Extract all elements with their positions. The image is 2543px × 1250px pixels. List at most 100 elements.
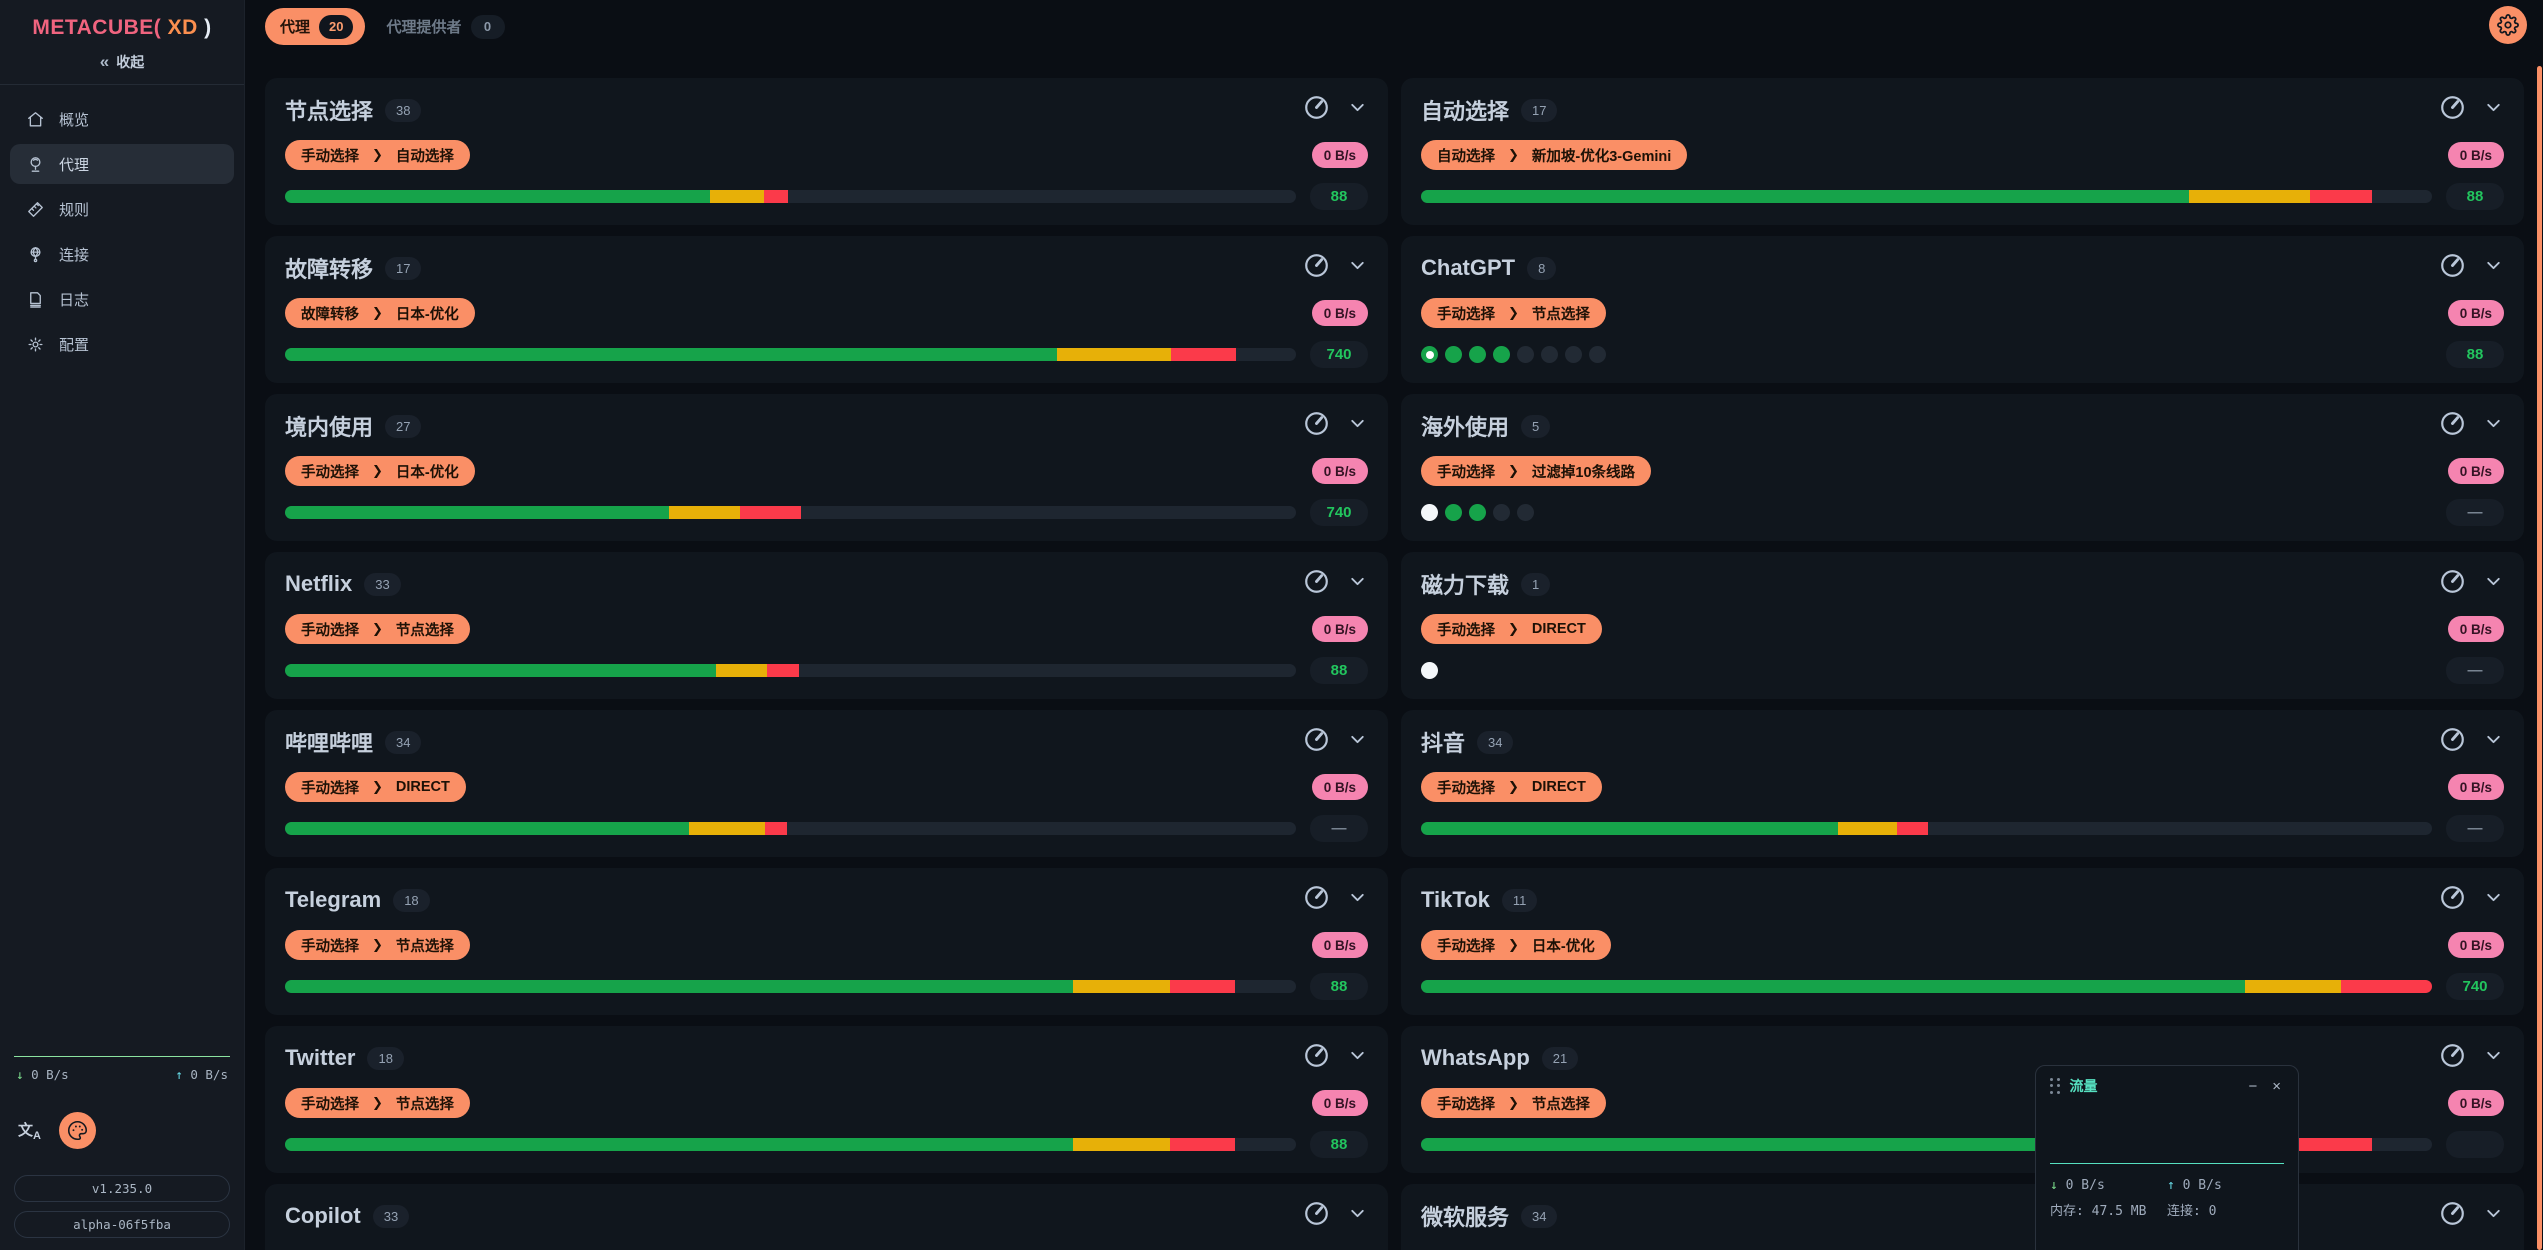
sidebar-footer: ↓ 0 B/s ↑ 0 B/s 文A v1.235.0 alpha-06f5fb… [0,1056,244,1250]
latency-test-button[interactable] [1302,409,1331,443]
settings-button[interactable] [2489,6,2527,44]
node-dot[interactable] [1517,346,1534,363]
sidebar-item-概览[interactable]: 概览 [10,99,234,139]
tab-代理提供者[interactable]: 代理提供者 0 [371,8,516,45]
node-dot[interactable] [1517,504,1534,521]
selector-pill[interactable]: 手动选择 ❯ 节点选择 [1421,1088,1606,1118]
group-count-badge: 17 [385,256,422,280]
sidebar-item-连接[interactable]: 连接 [10,234,234,274]
selector-pill[interactable]: 手动选择 ❯ 日本-优化 [1421,930,1611,960]
expand-button[interactable] [2483,729,2504,755]
latency-test-button[interactable] [1302,725,1331,759]
node-dot[interactable] [1589,346,1606,363]
sidebar-item-规则[interactable]: 规则 [10,189,234,229]
selector-pill[interactable]: 手动选择 ❯ 节点选择 [285,1088,470,1118]
scrollbar-thumb[interactable] [2537,66,2542,1250]
traffic-panel: 流量 − × ↓ 0 B/s ↑ 0 B/s 内存: 47.5 MB 连接: 0 [2035,1065,2299,1250]
latency-test-button[interactable] [2438,725,2467,759]
drag-handle-icon[interactable] [2050,1077,2061,1095]
node-dot[interactable] [1541,346,1558,363]
selector-pill[interactable]: 手动选择 ❯ 节点选择 [285,614,470,644]
node-dot[interactable] [1493,346,1510,363]
expand-button[interactable] [1347,255,1368,281]
node-dot[interactable] [1445,346,1462,363]
selector-pill[interactable]: 手动选择 ❯ 日本-优化 [285,456,475,486]
selector-pill[interactable]: 手动选择 ❯ DIRECT [285,772,466,802]
selector-pill[interactable]: 手动选择 ❯ 过滤掉10条线路 [1421,456,1652,486]
expand-button[interactable] [2483,571,2504,597]
selector-node: 过滤掉10条线路 [1531,464,1636,481]
expand-button[interactable] [1347,1203,1368,1229]
node-dot[interactable] [1421,346,1438,363]
selector-pill[interactable]: 自动选择 ❯ 新加坡-优化3-Gemini [1421,140,1688,170]
group-count-badge: 17 [1521,98,1558,122]
latency-test-button[interactable] [2438,409,2467,443]
node-dot[interactable] [1493,504,1510,521]
node-dot[interactable] [1469,504,1486,521]
sidebar-item-配置[interactable]: 配置 [10,324,234,364]
selector-pill[interactable]: 手动选择 ❯ 自动选择 [285,140,470,170]
node-dot[interactable] [1445,504,1462,521]
selector-pill[interactable]: 手动选择 ❯ 节点选择 [1421,298,1606,328]
node-dot[interactable] [1469,346,1486,363]
build-button[interactable]: alpha-06f5fba [14,1211,230,1238]
gauge-icon [2441,570,2464,593]
node-dot[interactable] [1421,662,1438,679]
selector-group: 手动选择 [1437,622,1495,639]
expand-button[interactable] [2483,255,2504,281]
selector-pill[interactable]: 手动选择 ❯ DIRECT [1421,614,1602,644]
latency-test-button[interactable] [2438,883,2467,917]
version-button[interactable]: v1.235.0 [14,1175,230,1202]
selector-pill[interactable]: 手动选择 ❯ 节点选择 [285,930,470,960]
latency-value: 740 [1310,341,1368,368]
expand-button[interactable] [2483,887,2504,913]
tab-代理[interactable]: 代理 20 [265,8,366,45]
logo-part-close: ) [197,16,212,39]
selector-pill[interactable]: 手动选择 ❯ DIRECT [1421,772,1602,802]
latency-test-button[interactable] [2438,1041,2467,1075]
latency-test-button[interactable] [2438,251,2467,285]
expand-button[interactable] [2483,1045,2504,1071]
bar-segment-red [1169,980,1236,993]
expand-button[interactable] [2483,413,2504,439]
latency-test-button[interactable] [1302,883,1331,917]
chevron-right-icon: ❯ [372,621,383,636]
group-name: Netflix [285,571,353,596]
close-icon[interactable]: × [2272,1077,2281,1095]
sidebar-item-代理[interactable]: 代理 [10,144,234,184]
language-icon[interactable]: 文A [18,1122,41,1142]
expand-button[interactable] [2483,97,2504,123]
bar-segment-yellow [2189,190,2310,203]
expand-button[interactable] [1347,729,1368,755]
expand-button[interactable] [1347,97,1368,123]
node-dot[interactable] [1421,504,1438,521]
expand-button[interactable] [2483,1203,2504,1229]
arrow-down-icon: ↓ [2050,1178,2066,1193]
sidebar-divider [0,84,244,85]
group-name: 故障转移 [285,257,374,282]
selector-group: 自动选择 [1437,148,1495,165]
latency-test-button[interactable] [2438,567,2467,601]
chevron-down-icon [2487,1209,2500,1218]
latency-test-button[interactable] [1302,567,1331,601]
selector-node: 日本-优化 [395,464,459,481]
expand-button[interactable] [1347,1045,1368,1071]
latency-test-button[interactable] [2438,93,2467,127]
latency-test-button[interactable] [1302,251,1331,285]
theme-palette-button[interactable] [58,1112,96,1149]
chevron-right-icon: ❯ [372,1095,383,1110]
group-count-badge: 34 [385,730,422,754]
node-dot[interactable] [1565,346,1582,363]
minimize-icon[interactable]: − [2248,1077,2258,1095]
proxy-group-card: 哔哩哔哩 34 手动选择 ❯ DIRECT 0 B/s — [265,710,1388,857]
sidebar-item-日志[interactable]: 日志 [10,279,234,319]
latency-test-button[interactable] [1302,1199,1331,1233]
sidebar-collapse-button[interactable]: « 收起 [0,52,244,72]
latency-test-button[interactable] [1302,1041,1331,1075]
expand-button[interactable] [1347,413,1368,439]
expand-button[interactable] [1347,571,1368,597]
expand-button[interactable] [1347,887,1368,913]
latency-test-button[interactable] [1302,93,1331,127]
selector-pill[interactable]: 故障转移 ❯ 日本-优化 [285,298,475,328]
latency-test-button[interactable] [2438,1199,2467,1233]
